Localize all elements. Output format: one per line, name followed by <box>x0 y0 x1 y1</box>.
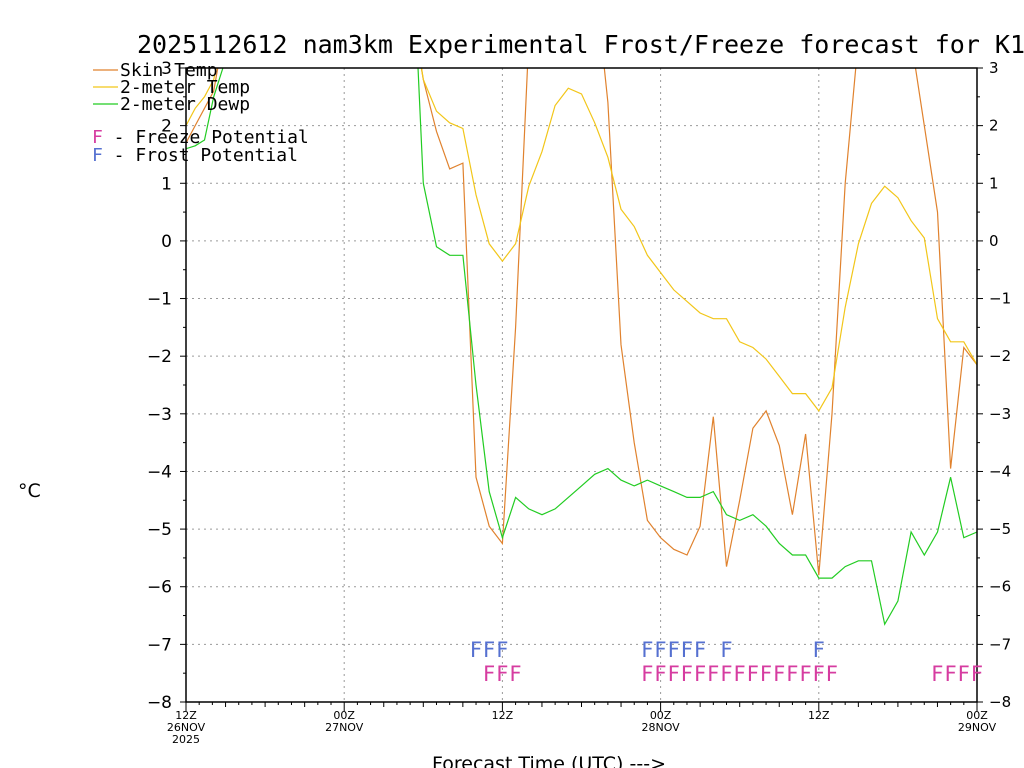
potential-flags: F F F F F F F F F FF F F F F F F F F F F F F F F F F F F F F F <box>470 638 983 686</box>
freeze-flag: F <box>707 662 719 686</box>
y-tick-label-left: 1 <box>161 174 172 194</box>
y-tick-label-left: −5 <box>147 520 172 540</box>
frost-flag: F <box>694 638 706 662</box>
y-tick-label-left: −1 <box>147 290 172 310</box>
data-series <box>186 68 977 626</box>
y-tick-label-right: −5 <box>989 520 1011 538</box>
freeze-flag: F <box>786 662 798 686</box>
series-line-2-meter-dewp <box>186 68 977 626</box>
x-tick-label: 12Z <box>492 709 514 722</box>
x-tick-date: 29NOV <box>958 721 997 734</box>
freeze-flag: F <box>971 662 983 686</box>
freeze-flag: F <box>655 662 667 686</box>
y-axis-right: −8 −7 −6 −5 −4 −3 −2 −1 0 1 2 3 <box>977 59 1011 711</box>
freeze-flag: F <box>945 662 957 686</box>
freeze-flag: F <box>813 662 825 686</box>
y-tick-label-left: −4 <box>147 462 172 482</box>
y-tick-label-right: −2 <box>989 347 1011 365</box>
legend-potential-entry: F - Frost Potential <box>92 145 298 166</box>
x-tick-year: 2025 <box>172 733 200 746</box>
y-tick-label-right: 2 <box>989 117 999 135</box>
x-tick-label: 00Z <box>650 709 672 722</box>
legend-label: Skin Temp <box>120 60 218 81</box>
y-tick-label-left: −6 <box>147 578 172 598</box>
y-tick-label-right: −1 <box>989 290 1011 308</box>
y-tick-label-right: 1 <box>989 174 999 192</box>
x-tick-label: 00Z <box>333 709 355 722</box>
y-tick-label-right: 3 <box>989 59 999 77</box>
freeze-flag: F <box>496 662 508 686</box>
y-tick-label-left: −7 <box>147 635 172 655</box>
freeze-flag: F <box>760 662 772 686</box>
freeze-flag: F <box>958 662 970 686</box>
freeze-flag: F <box>641 662 653 686</box>
frost-flag: F <box>470 638 482 662</box>
plot-frame <box>185 67 978 703</box>
frost-flag: F <box>668 638 680 662</box>
series-line-skin-temp <box>186 68 977 576</box>
frost-flag: F <box>655 638 667 662</box>
freeze-flag: F <box>720 662 732 686</box>
chart-title: 2025112612 nam3km Experimental Frost/Fre… <box>137 30 1024 59</box>
freeze-flag: F <box>800 662 812 686</box>
y-tick-label-right: −3 <box>989 405 1011 423</box>
frost-flag: F <box>681 638 693 662</box>
freeze-flag: F <box>668 662 680 686</box>
frost-flag: F <box>813 638 825 662</box>
frost-flag: F <box>720 638 732 662</box>
y-tick-label-left: 3 <box>161 59 172 79</box>
x-tick-date: 28NOV <box>641 721 680 734</box>
y-tick-label-left: 2 <box>161 117 172 137</box>
y-tick-label-right: −8 <box>989 693 1011 711</box>
frost-flag: F <box>483 638 495 662</box>
legend-label: 2-meter Dewp <box>120 94 250 115</box>
y-axis-label: °C <box>18 480 41 502</box>
y-tick-label-right: −7 <box>989 635 1011 653</box>
y-tick-label-right: 0 <box>989 232 999 250</box>
y-tick-label-left: −8 <box>147 693 172 713</box>
freeze-flag: F <box>681 662 693 686</box>
freeze-flag: F <box>747 662 759 686</box>
y-axis-left: −8 −7 −6 −5 −4 −3 −2 −1 0 1 2 3 <box>147 59 186 713</box>
x-tick-label: 12Z <box>808 709 830 722</box>
y-tick-label-right: −4 <box>989 462 1011 480</box>
x-axis-label: Forecast Time (UTC) ---> <box>432 753 666 768</box>
freeze-flag: F <box>826 662 838 686</box>
y-tick-label-left: 0 <box>161 232 172 252</box>
y-tick-label-right: −6 <box>989 578 1011 596</box>
series-line-2-meter-temp <box>186 68 977 412</box>
legend-potential-entry: F - Freeze Potential <box>92 127 309 148</box>
freeze-flag: F <box>773 662 785 686</box>
grid-lines <box>186 68 977 702</box>
freeze-flag: F <box>734 662 746 686</box>
x-tick-label: 00Z <box>966 709 988 722</box>
x-tick-date: 27NOV <box>325 721 364 734</box>
freeze-flag: F <box>483 662 495 686</box>
freeze-flag: F <box>510 662 522 686</box>
frost-flag: F <box>641 638 653 662</box>
x-tick-label: 12Z <box>175 709 197 722</box>
y-tick-label-left: −2 <box>147 347 172 367</box>
legend-label: 2-meter Temp <box>120 77 250 98</box>
freeze-flag: F <box>694 662 706 686</box>
y-tick-label-left: −3 <box>147 405 172 425</box>
freeze-flag: F <box>931 662 943 686</box>
frost-flag: F <box>496 638 508 662</box>
x-tick-date: 26NOV <box>167 721 206 734</box>
